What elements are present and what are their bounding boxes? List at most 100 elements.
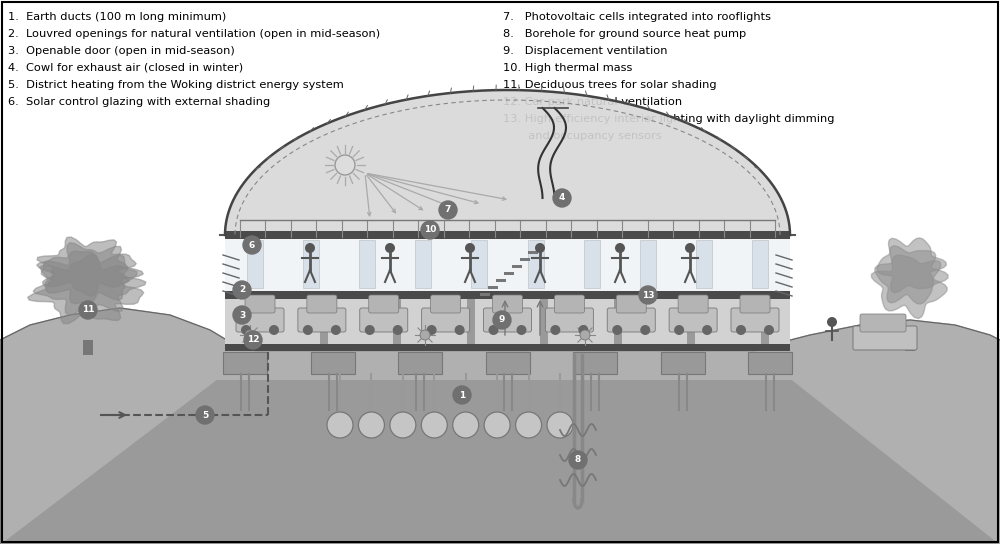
Circle shape (427, 325, 437, 335)
Text: 9: 9 (499, 316, 505, 325)
Text: 7.   Photovoltaic cells integrated into rooflights: 7. Photovoltaic cells integrated into ro… (503, 12, 771, 22)
Circle shape (516, 412, 542, 438)
Text: 11: 11 (82, 306, 94, 314)
Bar (512, 265, 522, 268)
Circle shape (550, 325, 560, 335)
Polygon shape (877, 238, 946, 293)
Circle shape (578, 325, 588, 335)
Bar (528, 251, 538, 254)
Text: 6: 6 (249, 240, 255, 250)
FancyBboxPatch shape (484, 308, 532, 332)
Bar (504, 272, 514, 275)
Text: 12: 12 (247, 336, 259, 344)
Circle shape (674, 325, 684, 335)
Bar (520, 258, 530, 261)
FancyBboxPatch shape (545, 308, 593, 332)
FancyBboxPatch shape (245, 295, 275, 313)
Polygon shape (755, 320, 1000, 544)
Bar (471, 240, 487, 288)
Text: 5.  District heating from the Woking district energy system: 5. District heating from the Woking dist… (8, 80, 344, 90)
Circle shape (484, 412, 510, 438)
FancyBboxPatch shape (731, 308, 779, 332)
Text: 8: 8 (575, 455, 581, 465)
Bar (0, 380, 1000, 544)
Circle shape (488, 325, 498, 335)
Polygon shape (33, 251, 146, 315)
Bar (573, 352, 617, 374)
Bar (752, 240, 768, 288)
Bar (359, 240, 375, 288)
Circle shape (639, 286, 657, 304)
Text: 13. High-efficiency interior lighting with daylight dimming: 13. High-efficiency interior lighting wi… (503, 114, 834, 124)
Circle shape (420, 330, 430, 340)
Bar (310, 352, 354, 374)
Circle shape (390, 412, 416, 438)
Text: 10. High thermal mass: 10. High thermal mass (503, 63, 632, 73)
Bar (748, 352, 792, 374)
Text: 4: 4 (559, 194, 565, 202)
Bar (687, 299, 695, 344)
Bar (83, 340, 93, 355)
Circle shape (453, 386, 471, 404)
Circle shape (580, 330, 590, 340)
FancyBboxPatch shape (422, 308, 470, 332)
Circle shape (827, 317, 837, 327)
Bar (640, 240, 656, 288)
Text: 12. Car park natural ventilation: 12. Car park natural ventilation (503, 97, 682, 107)
Text: 5: 5 (202, 411, 208, 419)
Circle shape (547, 412, 573, 438)
Circle shape (553, 189, 571, 207)
Text: 13: 13 (642, 290, 654, 300)
Circle shape (421, 412, 447, 438)
Text: 6.  Solar control glazing with external shading: 6. Solar control glazing with external s… (8, 97, 270, 107)
Circle shape (455, 325, 465, 335)
FancyBboxPatch shape (740, 295, 770, 313)
Circle shape (303, 325, 313, 335)
Polygon shape (225, 90, 790, 235)
Circle shape (516, 325, 526, 335)
Bar (540, 299, 548, 344)
Bar (467, 299, 475, 344)
FancyBboxPatch shape (678, 295, 708, 313)
Text: 2: 2 (239, 286, 245, 294)
FancyBboxPatch shape (369, 295, 399, 313)
Circle shape (569, 451, 587, 469)
FancyBboxPatch shape (607, 308, 655, 332)
Circle shape (196, 406, 214, 424)
Circle shape (685, 243, 695, 253)
Bar (614, 299, 622, 344)
Text: 1: 1 (459, 391, 465, 399)
FancyBboxPatch shape (860, 314, 906, 332)
Circle shape (453, 412, 479, 438)
Text: 11. Deciduous trees for solar shading: 11. Deciduous trees for solar shading (503, 80, 717, 90)
Text: 1.  Earth ducts (100 m long minimum): 1. Earth ducts (100 m long minimum) (8, 12, 226, 22)
Polygon shape (872, 255, 947, 319)
Bar (225, 291, 790, 299)
Circle shape (331, 325, 341, 335)
Bar (246, 299, 254, 344)
Polygon shape (0, 308, 255, 544)
Circle shape (764, 325, 774, 335)
Bar (486, 352, 530, 374)
Circle shape (385, 243, 395, 253)
FancyBboxPatch shape (492, 295, 522, 313)
FancyBboxPatch shape (554, 295, 584, 313)
Bar (393, 299, 401, 344)
Text: 2.  Louvred openings for natural ventilation (open in mid-season): 2. Louvred openings for natural ventilat… (8, 29, 380, 39)
Circle shape (612, 325, 622, 335)
Text: 9.   Displacement ventilation: 9. Displacement ventilation (503, 46, 668, 56)
Bar (398, 352, 442, 374)
Circle shape (241, 325, 251, 335)
Circle shape (269, 325, 279, 335)
FancyBboxPatch shape (298, 308, 346, 332)
Text: 8.   Borehole for ground source heat pump: 8. Borehole for ground source heat pump (503, 29, 746, 39)
FancyBboxPatch shape (669, 308, 717, 332)
Circle shape (365, 325, 375, 335)
Circle shape (245, 330, 255, 340)
Circle shape (335, 155, 355, 175)
Circle shape (327, 412, 353, 438)
FancyBboxPatch shape (431, 295, 461, 313)
Bar (905, 336, 915, 351)
FancyBboxPatch shape (616, 295, 646, 313)
Polygon shape (37, 237, 136, 296)
